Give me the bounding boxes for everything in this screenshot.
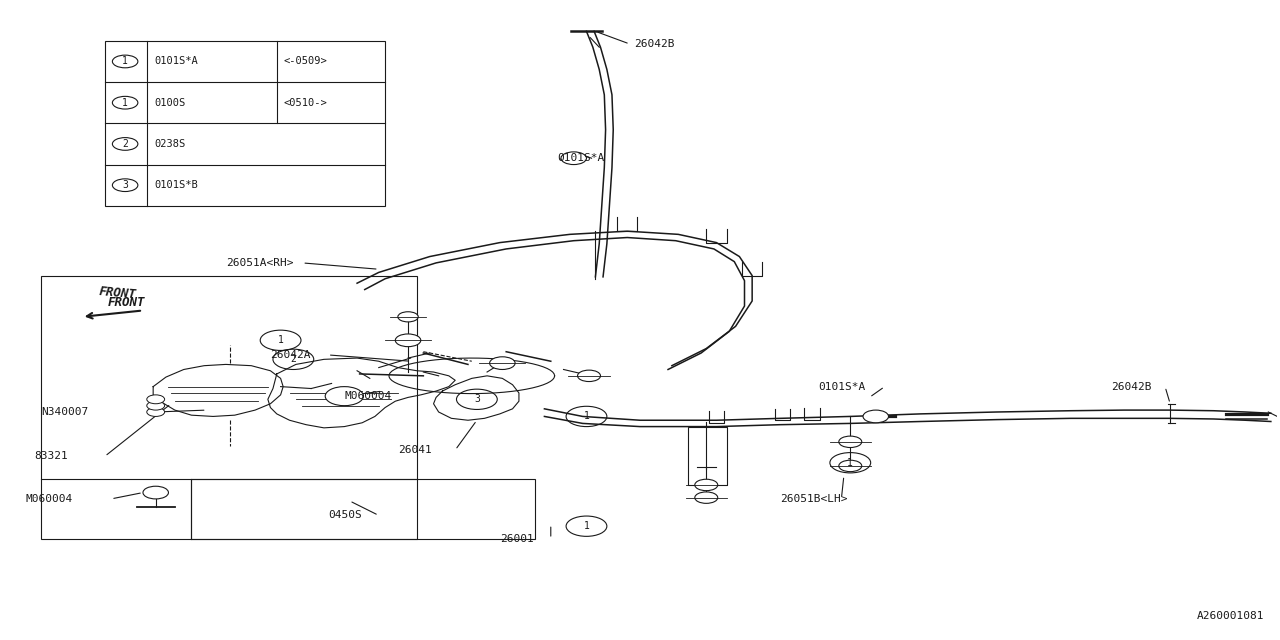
Text: FRONT: FRONT (108, 296, 145, 308)
Bar (192, 479, 535, 539)
Text: A260001081: A260001081 (1197, 611, 1265, 621)
Text: <-0509>: <-0509> (283, 56, 326, 67)
Text: 1: 1 (122, 98, 128, 108)
Text: 2: 2 (122, 139, 128, 149)
Circle shape (695, 479, 718, 491)
Text: 0100S: 0100S (155, 98, 186, 108)
Text: 0101S*A: 0101S*A (818, 381, 865, 392)
Text: 0101S*B: 0101S*B (155, 180, 198, 190)
Text: 26042B: 26042B (634, 39, 675, 49)
Text: 26001: 26001 (499, 534, 534, 544)
Text: 26042B: 26042B (1111, 381, 1152, 392)
Text: N340007: N340007 (41, 407, 88, 417)
Text: 0238S: 0238S (155, 139, 186, 149)
Text: 1: 1 (122, 56, 128, 67)
Circle shape (398, 312, 419, 322)
Circle shape (396, 334, 421, 347)
Text: 0101S*A: 0101S*A (557, 153, 604, 163)
Circle shape (838, 460, 861, 472)
Text: 1: 1 (584, 521, 589, 531)
Circle shape (863, 410, 888, 423)
Circle shape (147, 395, 165, 404)
Circle shape (490, 356, 515, 369)
Circle shape (143, 486, 169, 499)
Text: 2: 2 (291, 355, 296, 364)
Text: 3: 3 (122, 180, 128, 190)
Bar (41, 276, 417, 539)
Circle shape (838, 436, 861, 447)
Text: M060004: M060004 (344, 391, 392, 401)
Circle shape (147, 401, 165, 410)
Text: 1: 1 (278, 335, 284, 346)
Circle shape (147, 408, 165, 417)
Text: 26051A<RH>: 26051A<RH> (225, 258, 293, 268)
Text: 26041: 26041 (398, 445, 431, 455)
Text: 1: 1 (584, 412, 589, 421)
Text: 3: 3 (474, 394, 480, 404)
Text: 26051B<LH>: 26051B<LH> (781, 494, 847, 504)
Text: 1: 1 (847, 458, 854, 468)
Circle shape (561, 152, 586, 164)
Circle shape (695, 492, 718, 503)
Text: 0101S*A: 0101S*A (155, 56, 198, 67)
Text: 0450S: 0450S (328, 511, 361, 520)
Bar (105, 41, 385, 206)
Text: FRONT: FRONT (99, 285, 137, 301)
Circle shape (325, 387, 364, 406)
Text: <0510->: <0510-> (283, 98, 326, 108)
Text: M060004: M060004 (26, 494, 73, 504)
Circle shape (577, 370, 600, 381)
Text: 83321: 83321 (35, 451, 68, 461)
Bar (689, 427, 727, 485)
Text: 26042A: 26042A (270, 350, 311, 360)
